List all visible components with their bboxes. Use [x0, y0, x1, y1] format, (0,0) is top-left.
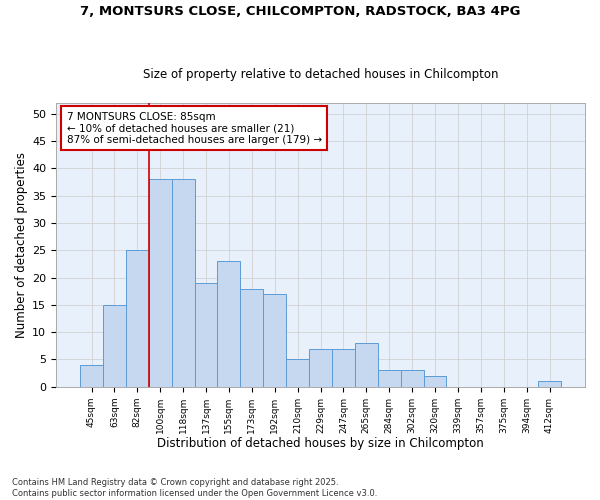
Bar	[263, 294, 286, 386]
X-axis label: Distribution of detached houses by size in Chilcompton: Distribution of detached houses by size …	[157, 437, 484, 450]
Bar	[538, 382, 561, 386]
Bar	[172, 180, 194, 386]
Text: 7, MONTSURS CLOSE, CHILCOMPTON, RADSTOCK, BA3 4PG: 7, MONTSURS CLOSE, CHILCOMPTON, RADSTOCK…	[80, 5, 520, 18]
Bar	[126, 250, 149, 386]
Bar	[149, 180, 172, 386]
Title: Size of property relative to detached houses in Chilcompton: Size of property relative to detached ho…	[143, 68, 498, 81]
Text: Contains HM Land Registry data © Crown copyright and database right 2025.
Contai: Contains HM Land Registry data © Crown c…	[12, 478, 377, 498]
Text: 7 MONTSURS CLOSE: 85sqm
← 10% of detached houses are smaller (21)
87% of semi-de: 7 MONTSURS CLOSE: 85sqm ← 10% of detache…	[67, 112, 322, 144]
Bar	[424, 376, 446, 386]
Y-axis label: Number of detached properties: Number of detached properties	[15, 152, 28, 338]
Bar	[286, 360, 309, 386]
Bar	[332, 348, 355, 387]
Bar	[378, 370, 401, 386]
Bar	[309, 348, 332, 387]
Bar	[103, 305, 126, 386]
Bar	[217, 261, 241, 386]
Bar	[241, 288, 263, 386]
Bar	[401, 370, 424, 386]
Bar	[355, 343, 378, 386]
Bar	[80, 365, 103, 386]
Bar	[194, 283, 217, 387]
